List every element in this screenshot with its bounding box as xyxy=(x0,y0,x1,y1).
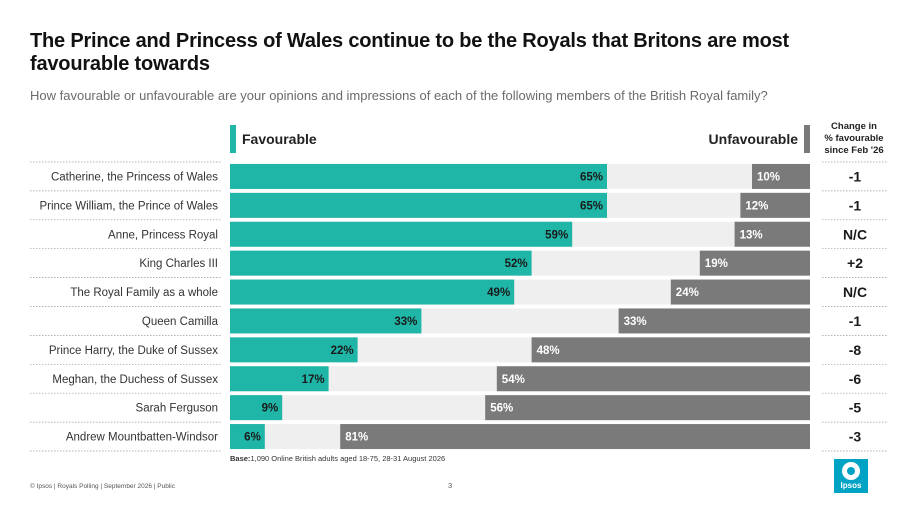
favourable-bar xyxy=(230,337,358,363)
change-value: -5 xyxy=(849,400,862,416)
category-label: King Charles III xyxy=(139,258,218,270)
chart-subtitle: How favourable or unfavourable are your … xyxy=(30,88,768,103)
base-label: Base: xyxy=(230,454,251,463)
unfavourable-value-label: 54% xyxy=(502,374,525,386)
favourable-value-label: 49% xyxy=(487,287,510,299)
change-column-header: Change in % favourable since Feb '26 xyxy=(820,121,888,157)
change-value: -1 xyxy=(849,197,862,213)
category-label: Catherine, the Princess of Wales xyxy=(51,171,218,183)
favourable-value-label: 52% xyxy=(505,258,528,270)
favourable-value-label: 59% xyxy=(545,229,568,241)
unfavourable-value-label: 81% xyxy=(345,432,368,444)
favourable-bar xyxy=(230,308,422,334)
unfavourable-bar xyxy=(496,366,810,392)
page-number: 3 xyxy=(448,481,453,490)
unfavourable-value-label: 56% xyxy=(490,403,513,415)
favourable-bar xyxy=(230,192,607,218)
unfavourable-bar xyxy=(531,337,810,363)
category-label: Prince Harry, the Duke of Sussex xyxy=(49,345,218,357)
logo-ring-icon xyxy=(842,462,860,480)
favourable-value-label: 33% xyxy=(394,316,417,328)
chart-title: The Prince and Princess of Wales continu… xyxy=(30,30,789,75)
change-value: -8 xyxy=(849,342,862,358)
favourable-bar xyxy=(230,366,329,392)
category-label: Prince William, the Prince of Wales xyxy=(39,200,218,212)
unfavourable-bar xyxy=(670,279,810,305)
unfavourable-value-label: 19% xyxy=(705,258,728,270)
change-value: N/C xyxy=(843,284,867,300)
favourable-bar xyxy=(230,221,573,247)
legend-unfavourable-label: Unfavourable xyxy=(708,131,798,147)
change-value: -1 xyxy=(849,168,862,184)
unfavourable-bar xyxy=(699,250,810,276)
unfavourable-bar xyxy=(485,395,810,421)
category-label: Anne, Princess Royal xyxy=(108,229,218,241)
favourable-bar xyxy=(230,250,532,276)
change-value: -3 xyxy=(849,429,862,445)
unfavourable-value-label: 33% xyxy=(624,316,647,328)
logo-text: Ipsos xyxy=(840,481,862,490)
base-note: Base:1,090 Online British adults aged 18… xyxy=(230,454,445,463)
change-header-line-3: since Feb '26 xyxy=(824,145,884,156)
change-value: -1 xyxy=(849,313,862,329)
category-label: Andrew Mountbatten-Windsor xyxy=(66,432,218,444)
unfavourable-value-label: 13% xyxy=(740,229,763,241)
unfavourable-bar xyxy=(740,192,810,218)
unfavourable-value-label: 24% xyxy=(676,287,699,299)
favourable-value-label: 65% xyxy=(580,200,603,212)
favourable-value-label: 9% xyxy=(262,403,279,415)
unfavourable-bar xyxy=(340,424,810,450)
favourable-value-label: 17% xyxy=(302,374,325,386)
legend-unfavourable: Unfavourable xyxy=(680,125,810,153)
change-value: -6 xyxy=(849,371,862,387)
favourable-bar xyxy=(230,424,265,450)
change-value: +2 xyxy=(847,255,863,271)
ipsos-logo: Ipsos xyxy=(834,459,868,493)
footer-text: © Ipsos | Royals Polling | September 202… xyxy=(30,483,175,490)
category-label: Sarah Ferguson xyxy=(136,403,218,415)
favourable-bar xyxy=(230,395,283,421)
legend-favourable-label: Favourable xyxy=(242,131,317,147)
legend-unfavourable-swatch xyxy=(804,125,810,153)
change-value: N/C xyxy=(843,226,867,242)
change-header-line-1: Change in xyxy=(831,121,877,132)
favourable-bar xyxy=(230,279,515,305)
favourable-value-label: 65% xyxy=(580,171,603,183)
category-label: Meghan, the Duchess of Sussex xyxy=(52,374,218,386)
favourable-value-label: 22% xyxy=(331,345,354,357)
favourable-value-label: 6% xyxy=(244,432,261,444)
legend-favourable: Favourable xyxy=(230,125,380,153)
favourable-bar xyxy=(230,163,607,189)
change-header-line-2: % favourable xyxy=(824,133,884,144)
legend-favourable-swatch xyxy=(230,125,236,153)
unfavourable-value-label: 48% xyxy=(537,345,560,357)
category-label: The Royal Family as a whole xyxy=(70,287,218,299)
base-text: 1,090 Online British adults aged 18-75, … xyxy=(250,454,446,463)
unfavourable-bar xyxy=(734,221,810,247)
unfavourable-bar xyxy=(618,308,810,334)
unfavourable-bar xyxy=(752,163,810,189)
unfavourable-value-label: 10% xyxy=(757,171,780,183)
category-label: Queen Camilla xyxy=(142,316,219,328)
unfavourable-value-label: 12% xyxy=(745,200,768,212)
